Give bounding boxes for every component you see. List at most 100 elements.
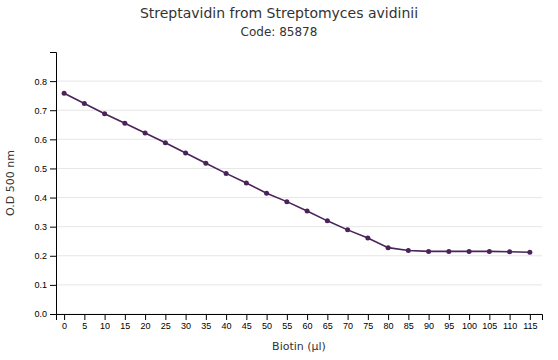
y-tick-label: 0.8 — [34, 76, 47, 86]
x-tick: 115 — [523, 314, 537, 331]
x-tick: 110 — [503, 314, 517, 331]
grid-line — [56, 168, 542, 169]
point — [507, 249, 512, 254]
x-tick-label: 25 — [161, 321, 171, 331]
point — [163, 140, 168, 145]
chart: Streptavidin from Streptomyces avidiniiC… — [0, 0, 558, 360]
x-tick-label: 0 — [62, 321, 67, 331]
subtitle: Code: 85878 — [241, 25, 318, 39]
x-tick-label: 90 — [424, 321, 434, 331]
x-tick: 40 — [222, 314, 232, 331]
point — [203, 161, 208, 166]
x-tick-mark — [246, 314, 247, 320]
grid-line — [56, 284, 542, 285]
grid-line — [56, 81, 542, 82]
x-tick-mark — [206, 314, 207, 320]
point — [467, 249, 472, 254]
x-tick-label: 5 — [82, 321, 87, 331]
x-tick-label: 115 — [523, 321, 537, 331]
x-tick-label: 55 — [282, 321, 292, 331]
x-tick-mark — [510, 314, 511, 320]
x-tick: 35 — [201, 314, 211, 331]
x-tick-label: 85 — [404, 321, 414, 331]
x-axis: 0510152025303540455055606570758085909510… — [57, 314, 543, 331]
x-tick: 105 — [482, 314, 497, 331]
y-tick-mark — [50, 256, 56, 257]
x-tick: 5 — [82, 314, 87, 331]
y-tick-mark — [50, 285, 56, 286]
x-tick: 55 — [282, 314, 292, 331]
point — [406, 248, 411, 253]
y-tick: 0.5 — [34, 164, 56, 174]
x-tick-label: 50 — [262, 321, 272, 331]
point — [284, 199, 289, 204]
point — [183, 151, 188, 156]
x-tick: 100 — [462, 314, 477, 331]
point — [62, 91, 67, 96]
x-tick-mark — [368, 314, 369, 320]
x-tick-mark — [165, 314, 166, 320]
x-tick-label: 95 — [444, 321, 454, 331]
grid-line — [56, 110, 542, 111]
x-tick: 80 — [384, 314, 394, 331]
x-axis-label: Biotin (µl) — [272, 340, 326, 353]
y-tick: 0.3 — [34, 222, 56, 232]
x-axis-line — [57, 315, 543, 321]
point — [487, 249, 492, 254]
x-tick-label: 100 — [462, 321, 477, 331]
x-tick-mark — [449, 314, 450, 320]
point — [244, 181, 249, 186]
y-tick-mark — [50, 110, 56, 111]
grid-line — [56, 197, 542, 198]
x-tick-label: 65 — [323, 321, 333, 331]
x-tick-mark — [469, 314, 470, 320]
x-tick: 45 — [242, 314, 252, 331]
x-tick: 30 — [181, 314, 191, 331]
grid-line — [56, 226, 542, 227]
x-tick-mark — [530, 314, 531, 320]
y-tick-mark — [50, 198, 56, 199]
x-tick-label: 70 — [343, 321, 353, 331]
x-tick-mark — [105, 314, 106, 320]
y-tick: 0.8 — [34, 76, 56, 86]
x-tick-label: 35 — [201, 321, 211, 331]
x-tick: 95 — [444, 314, 454, 331]
point — [446, 249, 451, 254]
point — [122, 121, 127, 126]
x-tick-label: 80 — [384, 321, 394, 331]
y-axis-label: O.D 500 nm — [4, 150, 17, 216]
x-tick-mark — [348, 314, 349, 320]
x-tick-mark — [287, 314, 288, 320]
y-tick-mark — [50, 168, 56, 169]
point — [82, 101, 87, 106]
point — [426, 249, 431, 254]
point — [325, 218, 330, 223]
point — [527, 250, 532, 255]
point — [386, 245, 391, 250]
x-tick: 65 — [323, 314, 333, 331]
x-tick-mark — [408, 314, 409, 320]
line — [64, 93, 530, 252]
y-tick-label: 0.2 — [34, 251, 47, 261]
y-tick-mark — [50, 139, 56, 140]
x-tick: 60 — [303, 314, 313, 331]
y-tick-label: 0.3 — [34, 222, 47, 232]
y-tick-mark — [50, 314, 56, 315]
x-tick-label: 40 — [222, 321, 232, 331]
x-tick-mark — [307, 314, 308, 320]
y-tick-label: 0.5 — [34, 164, 47, 174]
y-tick: 0.7 — [34, 106, 56, 116]
y-tick: 0.0 — [34, 309, 56, 319]
x-tick-mark — [186, 314, 187, 320]
x-tick: 10 — [100, 314, 110, 331]
y-tick-label: 0.1 — [34, 280, 47, 290]
x-tick-label: 10 — [100, 321, 110, 331]
x-tick: 25 — [161, 314, 171, 331]
point — [143, 130, 148, 135]
grid-line — [56, 139, 542, 140]
x-tick: 85 — [404, 314, 414, 331]
y-axis: 0.00.10.20.30.40.50.60.70.8 — [34, 53, 56, 320]
grid — [56, 81, 542, 314]
y-tick-label: 0.6 — [34, 135, 47, 145]
x-tick-mark — [64, 314, 65, 320]
